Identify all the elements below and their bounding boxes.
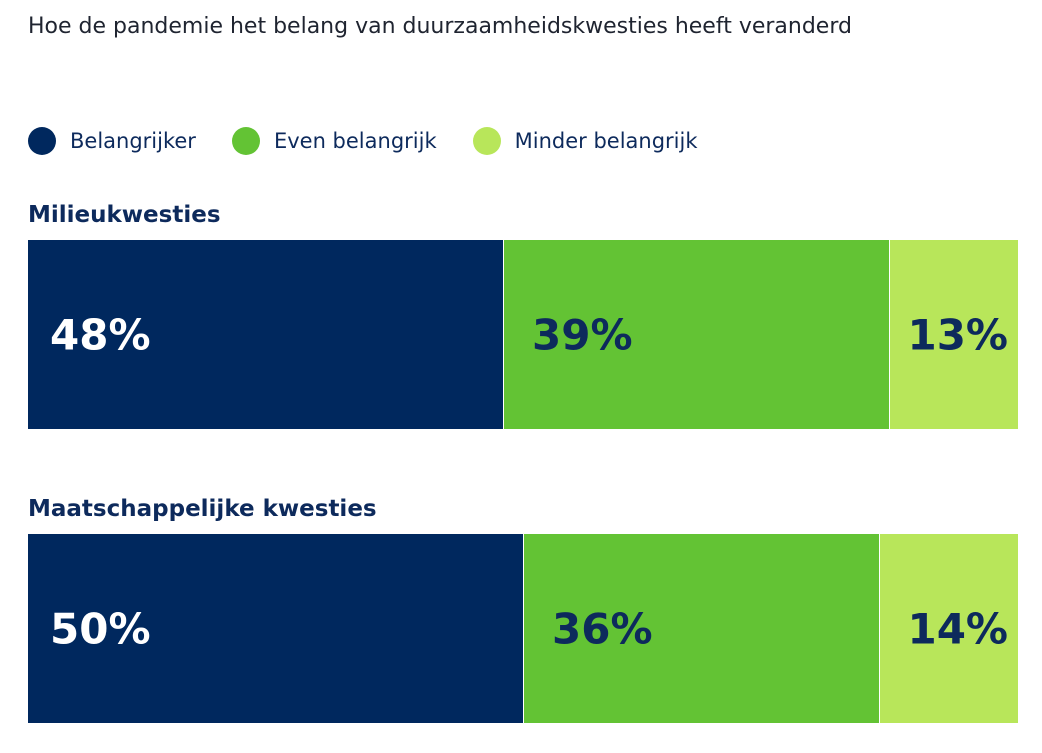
legend-item-minder-belangrijk: Minder belangrijk [472, 127, 698, 155]
bar-value-label: 39% [532, 310, 633, 359]
bar-value-label: 14% [907, 604, 1008, 653]
bar-group-milieukwesties: Milieukwesties 48% 39% 13% [28, 198, 1018, 429]
legend-swatch [472, 127, 501, 155]
legend-label: Belangrijker [70, 129, 196, 153]
legend: Belangrijker Even belangrijk Minder bela… [28, 127, 734, 155]
legend-item-even-belangrijk: Even belangrijk [231, 127, 437, 155]
bar-segment: 36% [523, 534, 879, 723]
bar-value-label: 13% [907, 310, 1008, 359]
legend-label: Even belangrijk [273, 129, 437, 153]
bar-segment: 14% [879, 534, 1018, 723]
bar-segment: 39% [503, 240, 889, 429]
category-label: Maatschappelijke kwesties [28, 496, 377, 522]
bar-group-maatschappelijke-kwesties: Maatschappelijke kwesties 50% 36% 14% [28, 492, 1018, 723]
chart-title: Hoe de pandemie het belang van duurzaamh… [28, 14, 852, 39]
category-label: Milieukwesties [28, 202, 221, 228]
legend-label: Minder belangrijk [514, 129, 698, 153]
bar-segment: 48% [28, 240, 503, 429]
bar-value-label: 50% [50, 604, 151, 653]
bar-value-label: 48% [50, 310, 151, 359]
bar-value-label: 36% [552, 604, 653, 653]
legend-swatch [28, 127, 56, 155]
legend-swatch [231, 127, 260, 155]
stacked-bar: 48% 39% 13% [28, 240, 1018, 429]
legend-item-belangrijker: Belangrijker [28, 127, 196, 155]
bar-segment: 50% [28, 534, 523, 723]
bar-segment: 13% [889, 240, 1018, 429]
stacked-bar: 50% 36% 14% [28, 534, 1018, 723]
